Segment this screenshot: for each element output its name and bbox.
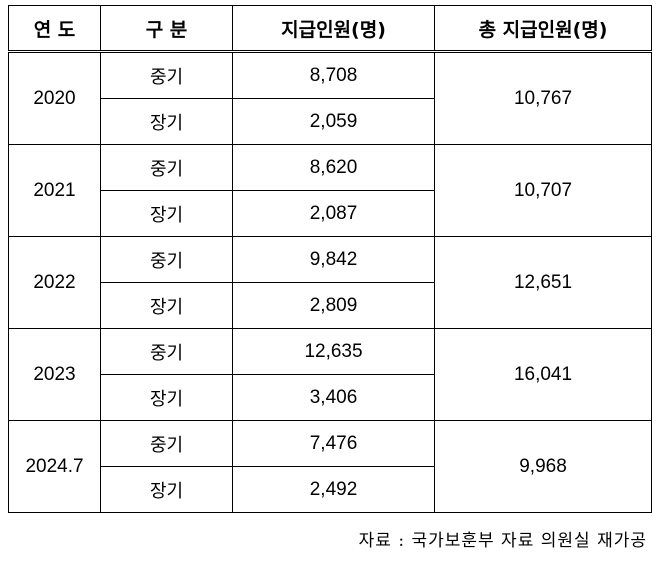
count-cell: 8,708 (232, 51, 435, 99)
count-cell: 2,492 (232, 466, 435, 513)
type-cell: 중기 (100, 328, 233, 375)
count-cell: 3,406 (232, 374, 435, 421)
table-row: 2021 중기 8,620 10,707 (8, 144, 652, 237)
year-cell: 2020 (8, 51, 101, 145)
year-cell: 2024.7 (8, 420, 101, 513)
total-cell: 10,767 (434, 51, 652, 145)
type-cell: 장기 (100, 466, 233, 513)
header-total: 총 지급인원(명) (434, 5, 652, 53)
header-year: 연 도 (8, 5, 101, 53)
year-cell: 2023 (8, 328, 101, 421)
year-cell: 2021 (8, 144, 101, 237)
table-row: 2022 중기 9,842 12,651 (8, 236, 652, 329)
count-cell: 2,809 (232, 282, 435, 329)
total-cell: 12,651 (434, 236, 652, 329)
table-row: 장기 2,087 (9, 190, 652, 237)
count-cell: 8,620 (232, 144, 435, 191)
count-cell: 2,059 (232, 98, 435, 145)
type-cell: 중기 (100, 420, 233, 467)
total-cell: 9,968 (434, 420, 652, 513)
count-cell: 12,635 (232, 328, 435, 375)
type-cell: 중기 (100, 236, 233, 283)
table-row: 2024.7 중기 7,476 9,968 (8, 420, 652, 513)
table-header-row: 연 도 구 분 지급인원(명) 총 지급인원(명) (8, 5, 652, 53)
total-cell: 16,041 (434, 328, 652, 421)
total-cell: 10,707 (434, 144, 652, 237)
table-row: 2023 중기 12,635 16,041 (8, 328, 652, 421)
type-cell: 장기 (100, 282, 233, 329)
table-row: 2020 중기 8,708 10,767 (8, 51, 652, 145)
type-cell: 중기 (100, 51, 233, 99)
type-cell: 장기 (100, 374, 233, 421)
table-row: 장기 2,059 (9, 98, 652, 145)
table-row: 장기 2,492 (9, 466, 652, 513)
table-row: 장기 2,809 (9, 282, 652, 329)
table-row: 장기 3,406 (9, 374, 652, 421)
header-type: 구 분 (100, 5, 233, 53)
type-cell: 중기 (100, 144, 233, 191)
payment-recipients-table: 연 도 구 분 지급인원(명) 총 지급인원(명) 2020 중기 8,708 … (8, 5, 652, 513)
source-note: 자료 : 국가보훈부 자료 의원실 재가공 (358, 531, 647, 551)
count-cell: 9,842 (232, 236, 435, 283)
type-cell: 장기 (100, 98, 233, 145)
header-count: 지급인원(명) (232, 5, 435, 53)
count-cell: 7,476 (232, 420, 435, 467)
year-cell: 2022 (8, 236, 101, 329)
type-cell: 장기 (100, 190, 233, 237)
count-cell: 2,087 (232, 190, 435, 237)
